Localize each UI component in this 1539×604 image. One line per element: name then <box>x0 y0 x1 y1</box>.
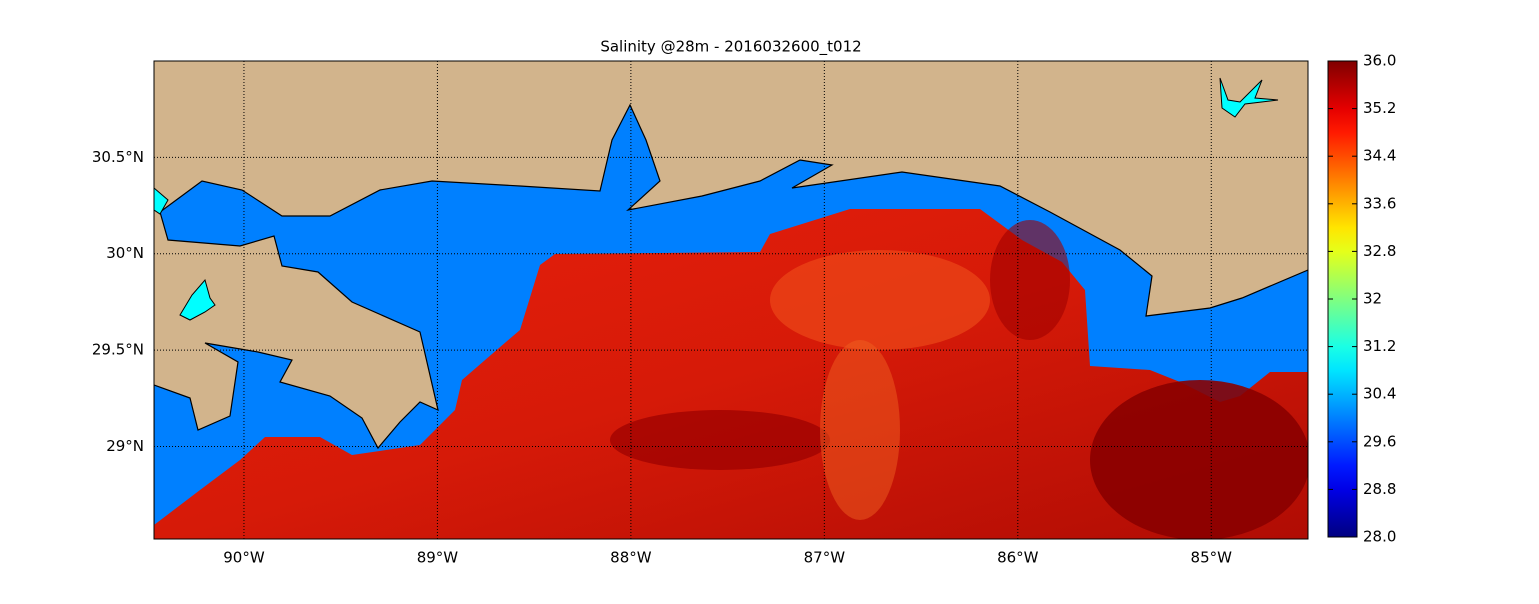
x-tick-label: 85°W <box>1191 549 1233 567</box>
x-tick-label: 87°W <box>804 549 846 567</box>
lake <box>154 187 169 215</box>
colorbar-tick-label: 36.0 <box>1363 52 1396 70</box>
x-tick-label: 90°W <box>223 549 265 567</box>
colorbar-tick-label: 35.2 <box>1363 99 1396 117</box>
field-shading <box>820 340 900 520</box>
y-tick-label: 30.5°N <box>92 148 144 166</box>
lake <box>1219 77 1279 118</box>
field-shading <box>990 220 1070 340</box>
lake <box>179 278 216 321</box>
colorbar-tick-label: 31.2 <box>1363 337 1396 355</box>
x-tick-label: 89°W <box>417 549 459 567</box>
y-tick-label: 29°N <box>106 437 144 455</box>
y-tick-label: 29.5°N <box>92 341 144 359</box>
colorbar-tick-label: 28.8 <box>1363 480 1396 498</box>
colorbar-tick-label: 33.6 <box>1363 194 1396 212</box>
colorbar-tick-label: 28.0 <box>1363 528 1396 546</box>
colorbar-tick-label: 32 <box>1363 290 1382 308</box>
map-area <box>154 61 1308 539</box>
field-shading <box>610 410 830 470</box>
colorbar-tick-label: 30.4 <box>1363 385 1396 403</box>
chart-title: Salinity @28m - 2016032600_t012 <box>600 38 861 57</box>
colorbar-tick-label: 29.6 <box>1363 432 1396 450</box>
x-tick-label: 88°W <box>610 549 652 567</box>
field-shading <box>1090 380 1308 539</box>
colorbar-tick-label: 34.4 <box>1363 147 1396 165</box>
x-tick-label: 86°W <box>997 549 1039 567</box>
axes-frame <box>153 60 1309 540</box>
y-tick-label: 30°N <box>106 244 144 262</box>
colorbar-tick-label: 32.8 <box>1363 242 1396 260</box>
field-shading <box>770 250 990 350</box>
grid <box>154 61 1308 539</box>
